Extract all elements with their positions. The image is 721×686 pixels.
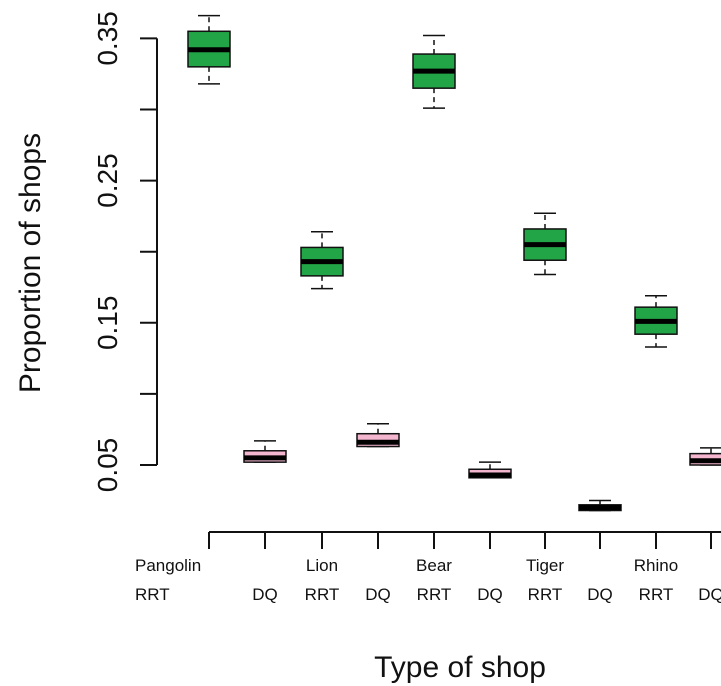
box-dq [689,447,721,466]
x-category-label: Tiger [526,556,564,575]
x-sublabel: RRT [528,585,563,604]
box-rrt [523,212,567,276]
x-category-label: Bear [416,556,452,575]
box-rrt [634,295,678,348]
x-category-label: Lion [306,556,338,575]
box-dq [578,499,622,512]
boxes-layer [187,14,721,512]
x-axis-label: Type of shop [374,651,546,684]
box-rrt [412,34,456,109]
y-tick-label: 0.05 [92,438,123,493]
y-tick-label: 0.25 [92,153,123,208]
x-sublabel: RRT [135,585,170,604]
x-sublabel: DQ [252,585,278,604]
y-tick-label: 0.35 [92,11,123,66]
box-dq [468,461,512,479]
x-category-label: Rhino [634,556,678,575]
box-dq [356,423,400,448]
x-sublabel: RRT [639,585,674,604]
box-dq [243,440,287,463]
box-rrt [300,231,344,290]
x-sublabel: DQ [698,585,721,604]
y-axis-label: Proportion of shops [14,133,47,393]
x-sublabel: DQ [587,585,613,604]
x-axis: Pangolin RRT DQ Lion RRT DQ Bear RRT DQ Tiger RRT D… [135,531,721,604]
box-rrt [187,14,231,85]
x-sublabel: DQ [365,585,391,604]
x-sublabel: DQ [477,585,503,604]
y-tick-label: 0.15 [92,296,123,351]
y-axis: 0.05 0.15 0.25 0.35 [92,11,158,493]
x-category-label: Pangolin [135,556,201,575]
x-sublabel: RRT [305,585,340,604]
x-sublabel: RRT [417,585,452,604]
